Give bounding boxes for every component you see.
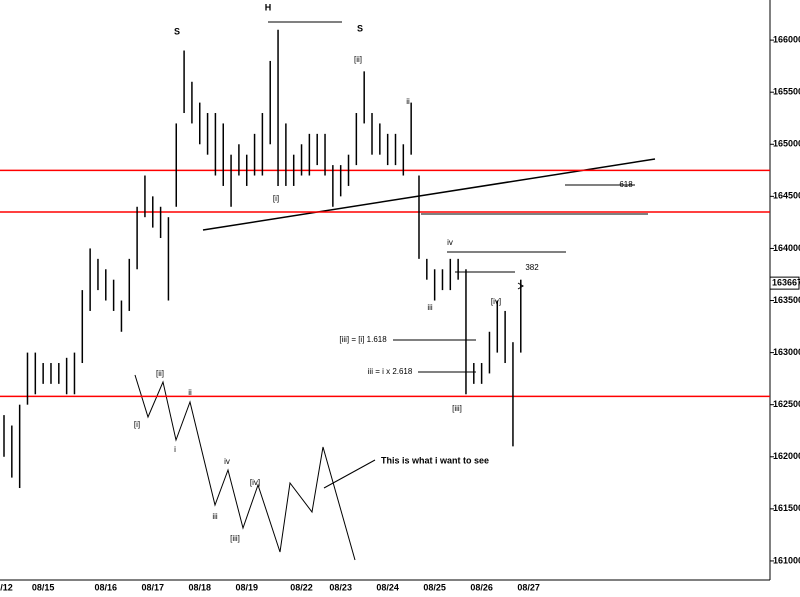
x-tick-label: 8/12 xyxy=(0,582,13,592)
y-tick-label: 162500 xyxy=(773,399,800,409)
y-tick-label: 165000 xyxy=(773,139,800,149)
annotation: This is what i want to see xyxy=(381,455,489,465)
annotation: iii = i x 2.618 xyxy=(368,367,413,376)
x-tick-label: 08/19 xyxy=(235,582,258,592)
annotation: H xyxy=(265,2,272,12)
annotation: [iii] xyxy=(230,534,240,543)
y-tick-label: 161500 xyxy=(773,503,800,513)
drawn-lines xyxy=(134,21,656,561)
wave-sketch xyxy=(134,374,356,561)
x-tick-label: 08/18 xyxy=(188,582,211,592)
annotation: [i] xyxy=(134,420,140,429)
annotation: iv xyxy=(447,238,453,247)
y-tick-label: 166000 xyxy=(773,34,800,44)
annotation: [iv] xyxy=(250,478,260,487)
y-tick-label: 163000 xyxy=(773,347,800,357)
y-tick-label: 164500 xyxy=(773,191,800,201)
x-tick-label: 08/17 xyxy=(142,582,165,592)
last-price-label: 163667 xyxy=(772,278,800,288)
annotation: ii xyxy=(188,388,192,397)
annotation: [iii] xyxy=(452,404,462,413)
annotation: 618 xyxy=(619,180,633,189)
x-tick-label: 08/15 xyxy=(32,582,55,592)
annotation: S xyxy=(174,26,180,36)
annotation: iv xyxy=(224,457,230,466)
annotation: [i] xyxy=(273,194,279,203)
y-tick-label: 165500 xyxy=(773,87,800,97)
x-tick-label: 08/26 xyxy=(470,582,493,592)
x-tick-label: 08/25 xyxy=(423,582,446,592)
y-tick-label: 162000 xyxy=(773,451,800,461)
annotation: iii xyxy=(427,303,433,312)
pointer xyxy=(323,459,376,489)
x-tick-label: 08/22 xyxy=(290,582,313,592)
annotation: S xyxy=(357,23,363,33)
annotation: iii xyxy=(212,512,218,521)
last-price-box xyxy=(769,276,800,290)
annotation: [ii] xyxy=(156,369,164,378)
arrow xyxy=(517,282,524,290)
annotation: ii xyxy=(406,97,410,106)
annotation: [iv] xyxy=(491,297,501,306)
y-tick-label: 163500 xyxy=(773,295,800,305)
x-tick-label: 08/23 xyxy=(329,582,352,592)
annotation: [iii] = [i] 1.618 xyxy=(339,335,387,344)
y-tick-label: 161000 xyxy=(773,555,800,565)
annotation: 382 xyxy=(525,263,539,272)
x-tick-label: 08/24 xyxy=(376,582,399,592)
annotation: i xyxy=(174,445,176,454)
annotation: [ii] xyxy=(354,55,362,64)
y-tick-label: 164000 xyxy=(773,243,800,253)
x-tick-label: 08/16 xyxy=(95,582,118,592)
x-tick-label: 08/27 xyxy=(517,582,540,592)
